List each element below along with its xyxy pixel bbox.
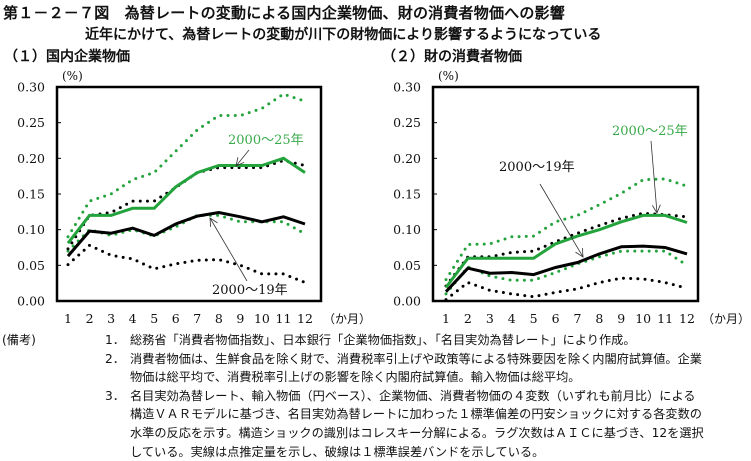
note-2-line-2: 物価は総平均で、消費税率引上げの影響を除く内閣府試算値。輸入物価は総平均。: [130, 370, 581, 385]
series-line-green-dotted: [66, 213, 307, 253]
annotation-bg: [497, 158, 573, 175]
note-2: 2． 消費者物価は、生鮮食品を除く財で、消費税率引上げや政策等による特殊要因を除…: [0, 350, 751, 369]
annotation-arrow: [650, 140, 658, 214]
note-3-number: 3．: [105, 388, 125, 403]
x-tick-label: 4: [508, 311, 516, 326]
arrowhead-icon: [209, 217, 218, 227]
chart-2: 0.000.050.100.150.200.250.301 2 3 4 5 6 7 8 9 10 1…: [393, 69, 750, 326]
y-tick-label: 0.10: [17, 222, 45, 237]
panel-1-title: （１）国内企業物価: [4, 49, 130, 65]
x-tick-label: 3: [107, 311, 115, 326]
y-tick-label: 0.00: [17, 294, 45, 309]
x-tick-label: 11: [657, 311, 673, 326]
series-line-green-dotted: [444, 249, 689, 296]
y-tick-label: 0.25: [17, 115, 45, 130]
x-tick-label: 7: [573, 311, 581, 326]
annotation-label: 2000〜25年: [612, 124, 688, 139]
note-3-line-3: 水準の反応を示す。構造ショックの識別はコレスキー分解による。ラグ次数はＡＩＣに基…: [130, 425, 704, 440]
panel-2-title: （２）財の消費者物価: [382, 49, 522, 65]
x-tick-label: 12: [297, 311, 313, 326]
series-line-black-solid: [66, 210, 306, 258]
figure-subtitle: 近年にかけて、為替レートの変動が川下の財物価により影響するようになっている: [85, 27, 602, 43]
x-tick-label: 12: [679, 311, 695, 326]
plot-frame: [55, 85, 323, 303]
chart-1: 0.000.050.100.150.200.250.301 2 3 4 5 6 7 8 9 10 1…: [17, 69, 371, 326]
annotation-bg: [610, 122, 686, 139]
x-tick-label: 6: [552, 311, 560, 326]
annotation-arrow: [539, 183, 584, 258]
note-1-line-1: 総務省「消費者物価指数」、日本銀行「企業物価指数」、「名目実効為替レート」により…: [130, 333, 636, 347]
annotation-label: 2000〜25年: [228, 133, 304, 148]
plot-frame: [431, 85, 700, 303]
arrowhead-icon: [652, 204, 661, 214]
x-axis-unit: （か月）: [702, 312, 750, 326]
y-tick-label: 0.25: [393, 115, 421, 130]
note-1: (備考) 1． 総務省「消費者物価指数」、日本銀行「企業物価指数」、「名目実効為…: [0, 331, 751, 350]
charts-canvas: 0.000.050.100.150.200.250.301 2 3 4 5 6 7 8 9 10 1…: [17, 69, 750, 326]
x-tick-label: 5: [530, 311, 538, 326]
x-tick-label: 10: [254, 311, 270, 326]
note-3-line-1: 名目実効為替レート、輸入物価（円ベース）、企業物価、消費者物価の４変数（いずれも…: [130, 388, 696, 403]
series-line-green-dotted: [66, 92, 307, 239]
note-1-number: 1．: [105, 333, 125, 347]
annotation-label: 2000〜19年: [212, 283, 288, 298]
x-tick-label: 4: [129, 311, 137, 326]
x-tick-label: 10: [635, 311, 651, 326]
x-tick-label: 9: [617, 311, 625, 326]
x-tick-label: 9: [236, 311, 244, 326]
x-tick-label: 2: [86, 311, 94, 326]
x-tick-label: 1: [442, 311, 450, 326]
x-tick-label: 8: [215, 311, 223, 326]
figure-title: 第１－２－７図 為替レートの変動による国内企業物価、財の消費者物価への影響: [3, 4, 565, 22]
annotation-bg: [226, 131, 302, 148]
y-tick-label: 0.30: [17, 80, 45, 95]
x-tick-label: 1: [64, 311, 72, 326]
note-3-line-4: している。実線は点推定量を示し、破線は１標準誤差バンドを示している。: [130, 444, 545, 459]
y-tick-label: 0.20: [393, 151, 421, 166]
note-3: 3． 名目実効為替レート、輸入物価（円ベース）、企業物価、消費者物価の４変数（い…: [0, 387, 751, 406]
y-axis-unit: (%): [62, 69, 83, 83]
note-2-line-1: 消費者物価は、生鮮食品を除く財で、消費税率引上げや政策等による特殊要因を除く内閣…: [130, 351, 702, 366]
y-tick-label: 0.00: [393, 294, 421, 309]
y-axis-unit: (%): [438, 69, 459, 83]
note-3-cont-3: している。実線は点推定量を示し、破線は１標準誤差バンドを示している。: [0, 443, 751, 461]
x-tick-label: 6: [172, 311, 180, 326]
series-line-black-dotted: [444, 276, 689, 302]
x-tick-label: 11: [276, 311, 292, 326]
note-3-cont-2: 水準の反応を示す。構造ショックの識別はコレスキー分解による。ラグ次数はＡＩＣに基…: [0, 424, 751, 443]
x-tick-label: 5: [150, 311, 158, 326]
x-axis-unit: （か月）: [323, 312, 371, 326]
series-line-black-solid: [444, 244, 688, 293]
x-tick-label: 2: [464, 311, 472, 326]
annotation-bg: [210, 281, 286, 298]
series-line-green-solid: [444, 213, 688, 289]
x-tick-label: 8: [595, 311, 603, 326]
annotation-arrow: [209, 217, 248, 282]
y-tick-label: 0.10: [393, 222, 421, 237]
x-tick-label: 7: [193, 311, 201, 326]
x-tick-label: 3: [486, 311, 494, 326]
notes-head: (備考): [2, 333, 36, 347]
arrowhead-icon: [575, 248, 584, 258]
arrowhead-icon: [235, 157, 245, 167]
y-tick-label: 0.15: [393, 187, 421, 202]
annotation-arrow: [235, 149, 250, 167]
series-line-black-dotted: [444, 211, 689, 288]
series-line-black-dotted: [66, 243, 307, 284]
note-2-cont: 物価は総平均で、消費税率引上げの影響を除く内閣府試算値。輸入物価は総平均。: [0, 368, 751, 387]
notes-section: (備考) 1． 総務省「消費者物価指数」、日本銀行「企業物価指数」、「名目実効為…: [0, 331, 751, 461]
y-tick-label: 0.30: [393, 80, 421, 95]
annotation-label: 2000〜19年: [499, 160, 575, 175]
y-tick-label: 0.20: [17, 151, 45, 166]
y-tick-label: 0.15: [17, 187, 45, 202]
y-tick-label: 0.05: [393, 258, 421, 273]
note-3-cont-1: 構造ＶＡＲモデルに基づき、名目実効為替レートに加わった１標準偏差の円安ショックに…: [0, 405, 751, 424]
note-2-number: 2．: [105, 351, 125, 366]
note-3-line-2: 構造ＶＡＲモデルに基づき、名目実効為替レートに加わった１標準偏差の円安ショックに…: [130, 407, 702, 422]
series-line-black-dotted: [66, 158, 307, 251]
series-line-green-solid: [66, 156, 306, 245]
y-tick-label: 0.05: [17, 258, 45, 273]
